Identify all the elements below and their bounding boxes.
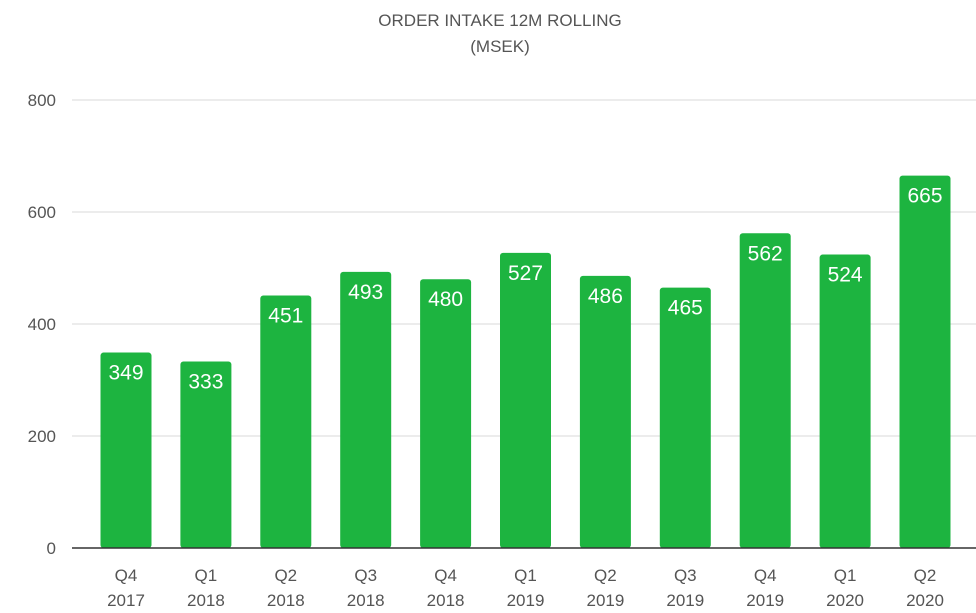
bars: 349 333 451 493 480 527 486 465 562 524 665 (100, 175, 951, 548)
x-tick-label-year: 2018 (347, 591, 385, 610)
bar-value-label: 665 (907, 185, 942, 208)
x-tick-label-quarter: Q2 (594, 566, 617, 585)
x-tick-label-quarter: Q3 (354, 566, 377, 585)
chart-title: ORDER INTAKE 12M ROLLING (378, 11, 621, 30)
bar-value-label: 465 (668, 297, 703, 320)
x-tick-label-year: 2020 (906, 591, 944, 610)
bar-value-label: 480 (428, 288, 463, 311)
bar-value-label: 524 (828, 264, 863, 287)
x-tick-label-year: 2017 (107, 591, 145, 610)
x-tick-label-quarter: Q1 (834, 566, 857, 585)
x-tick-label-quarter: Q1 (195, 566, 218, 585)
x-tick-label-year: 2019 (666, 591, 704, 610)
bar (500, 252, 551, 548)
bar (420, 279, 472, 548)
x-tick-label-quarter: Q4 (754, 566, 777, 585)
x-tick-label-year: 2020 (826, 591, 864, 610)
y-tick-label: 200 (28, 427, 56, 446)
bar (340, 271, 392, 548)
y-tick-label: 800 (28, 91, 56, 110)
bar-value-label: 562 (748, 242, 783, 265)
bar (260, 295, 312, 548)
x-tick-label-quarter: Q4 (434, 566, 457, 585)
bar-value-label: 349 (108, 362, 143, 385)
x-tick-label-year: 2019 (586, 591, 624, 610)
y-tick-label: 400 (28, 315, 56, 334)
bar (739, 233, 791, 548)
x-axis-ticks: Q4 2017 Q1 2018 Q2 2018 Q3 2018 Q4 2018 Q1 2019 Q2 20… (107, 566, 944, 610)
y-tick-label: 0 (47, 539, 56, 558)
x-tick-label-year: 2018 (427, 591, 465, 610)
bar (100, 352, 152, 548)
x-tick-label-quarter: Q2 (274, 566, 297, 585)
bar (659, 287, 711, 548)
bar-value-label: 486 (588, 285, 623, 308)
x-tick-label-year: 2018 (187, 591, 225, 610)
bar-value-label: 451 (268, 304, 303, 327)
x-tick-label-quarter: Q4 (115, 566, 138, 585)
bar (899, 175, 951, 548)
y-tick-label: 600 (28, 203, 56, 222)
y-axis-ticks: 0 200 400 600 800 (28, 91, 56, 558)
bar (819, 254, 871, 548)
bar-value-label: 333 (188, 371, 223, 394)
chart-subtitle: (MSEK) (470, 37, 530, 56)
x-tick-label-year: 2019 (746, 591, 784, 610)
x-tick-label-quarter: Q2 (914, 566, 937, 585)
bar (180, 361, 232, 548)
x-tick-label-year: 2019 (507, 591, 545, 610)
bar-value-label: 527 (508, 262, 543, 285)
x-tick-label-quarter: Q3 (674, 566, 697, 585)
bar (579, 275, 631, 548)
x-tick-label-quarter: Q1 (514, 566, 537, 585)
bar-value-label: 493 (348, 281, 383, 304)
x-tick-label-year: 2018 (267, 591, 305, 610)
